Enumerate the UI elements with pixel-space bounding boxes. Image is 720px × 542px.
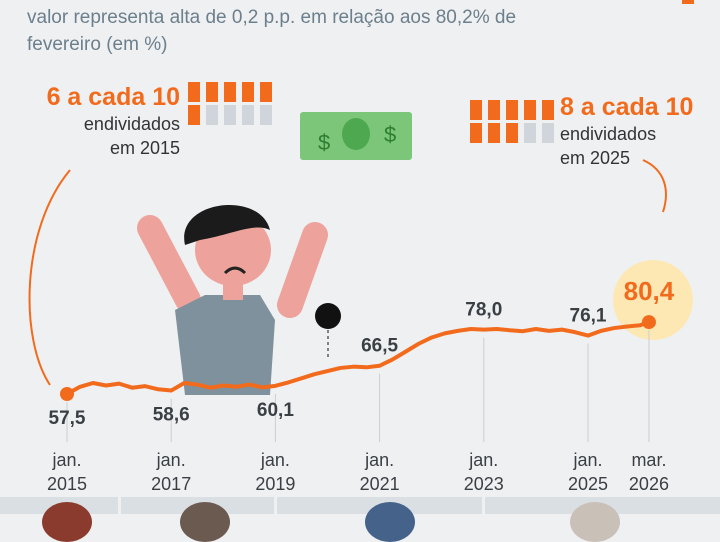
x-tick-line2: 2023 — [454, 472, 514, 496]
svg-text:$: $ — [318, 130, 330, 155]
data-point — [60, 387, 74, 401]
data-label: 66,5 — [361, 336, 398, 357]
president-photo-dilma — [42, 502, 92, 542]
series-line — [67, 322, 649, 394]
person-illustration — [150, 205, 315, 395]
x-tick-label: jan.2017 — [141, 448, 201, 496]
x-tick-line1: jan. — [454, 448, 514, 472]
arrow-2015 — [30, 170, 70, 385]
data-label: 78,0 — [465, 300, 502, 321]
x-tick-line2: 2017 — [141, 472, 201, 496]
data-label: 80,4 — [624, 276, 675, 306]
x-tick-line1: jan. — [350, 448, 410, 472]
arrow-2025 — [643, 160, 666, 212]
x-tick-label: jan.2019 — [245, 448, 305, 496]
x-tick-line2: 2025 — [558, 472, 618, 496]
x-tick-line2: 2019 — [245, 472, 305, 496]
virus-icon — [315, 303, 341, 358]
x-tick-label: mar.2026 — [619, 448, 679, 496]
x-tick-line1: jan. — [558, 448, 618, 472]
data-label: 60,1 — [257, 400, 294, 421]
x-tick-line2: 2021 — [350, 472, 410, 496]
svg-text:$: $ — [384, 122, 396, 147]
x-tick-line1: mar. — [619, 448, 679, 472]
data-point — [642, 315, 656, 329]
x-tick-label: jan.2023 — [454, 448, 514, 496]
president-photo-temer — [180, 502, 230, 542]
data-label: 57,5 — [49, 408, 86, 429]
data-label: 76,1 — [570, 306, 607, 327]
x-tick-line1: jan. — [37, 448, 97, 472]
x-tick-line2: 2015 — [37, 472, 97, 496]
x-tick-line2: 2026 — [619, 472, 679, 496]
x-tick-label: jan.2025 — [558, 448, 618, 496]
x-tick-label: jan.2021 — [350, 448, 410, 496]
data-label: 58,6 — [153, 405, 190, 426]
x-tick-label: jan.2015 — [37, 448, 97, 496]
president-photo-bolsonaro — [365, 502, 415, 542]
money-icon: $$ — [300, 112, 412, 160]
x-tick-line1: jan. — [141, 448, 201, 472]
president-photo-lula — [570, 502, 620, 542]
x-tick-line1: jan. — [245, 448, 305, 472]
